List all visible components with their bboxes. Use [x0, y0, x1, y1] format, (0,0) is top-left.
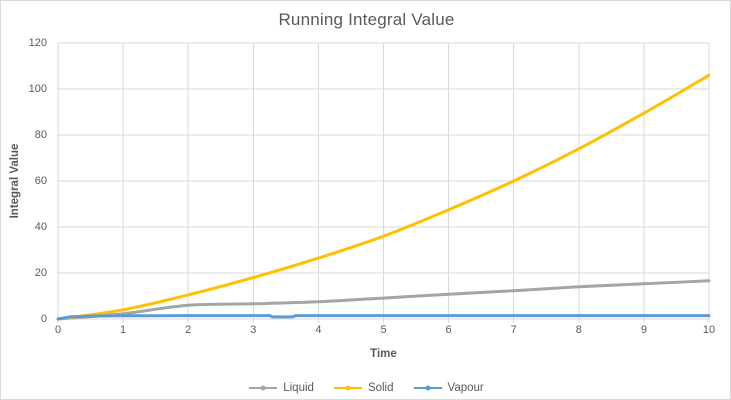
legend-item-liquid: Liquid [249, 382, 314, 394]
y-tick-label: 60 [34, 175, 47, 187]
legend-label: Solid [367, 382, 394, 394]
legend-item-vapour: Vapour [413, 382, 484, 394]
x-tick-label: 8 [575, 324, 582, 336]
x-tick-label: 5 [380, 324, 387, 336]
y-axis-title: Integral Value [9, 143, 21, 219]
y-tick-label: 100 [28, 83, 47, 95]
x-tick-label: 6 [445, 324, 452, 336]
y-tick-label: 20 [34, 267, 47, 279]
legend-marker-icon [425, 385, 431, 391]
legend-label: Vapour [447, 382, 484, 394]
x-tick-label: 3 [250, 324, 257, 336]
x-axis-title: Time [370, 348, 397, 360]
x-tick-label: 10 [702, 324, 716, 336]
x-tick-label: 9 [640, 324, 647, 336]
legend-marker-icon [260, 385, 266, 391]
y-tick-label: 0 [40, 313, 47, 325]
y-tick-label: 80 [34, 129, 47, 141]
x-tick-label: 0 [54, 324, 62, 336]
x-tick-label: 2 [185, 324, 192, 336]
x-tick-label: 4 [315, 324, 322, 336]
legend-line-icon [413, 385, 442, 391]
series-line-vapour [56, 314, 711, 321]
legend-label: Liquid [283, 382, 314, 394]
y-tick-label: 40 [34, 221, 47, 233]
legend: Liquid Solid Vapour [1, 380, 730, 396]
series-line-solid [56, 73, 711, 321]
series-line-liquid [56, 279, 711, 321]
legend-item-solid: Solid [333, 382, 394, 394]
legend-line-icon [333, 385, 362, 391]
x-tick-label: 7 [510, 324, 517, 336]
x-tick-label: 1 [120, 324, 127, 336]
legend-marker-icon [345, 385, 351, 391]
chart-title: Running Integral Value [278, 10, 455, 29]
y-tick-label: 120 [28, 37, 47, 49]
legend-line-icon [249, 385, 278, 391]
